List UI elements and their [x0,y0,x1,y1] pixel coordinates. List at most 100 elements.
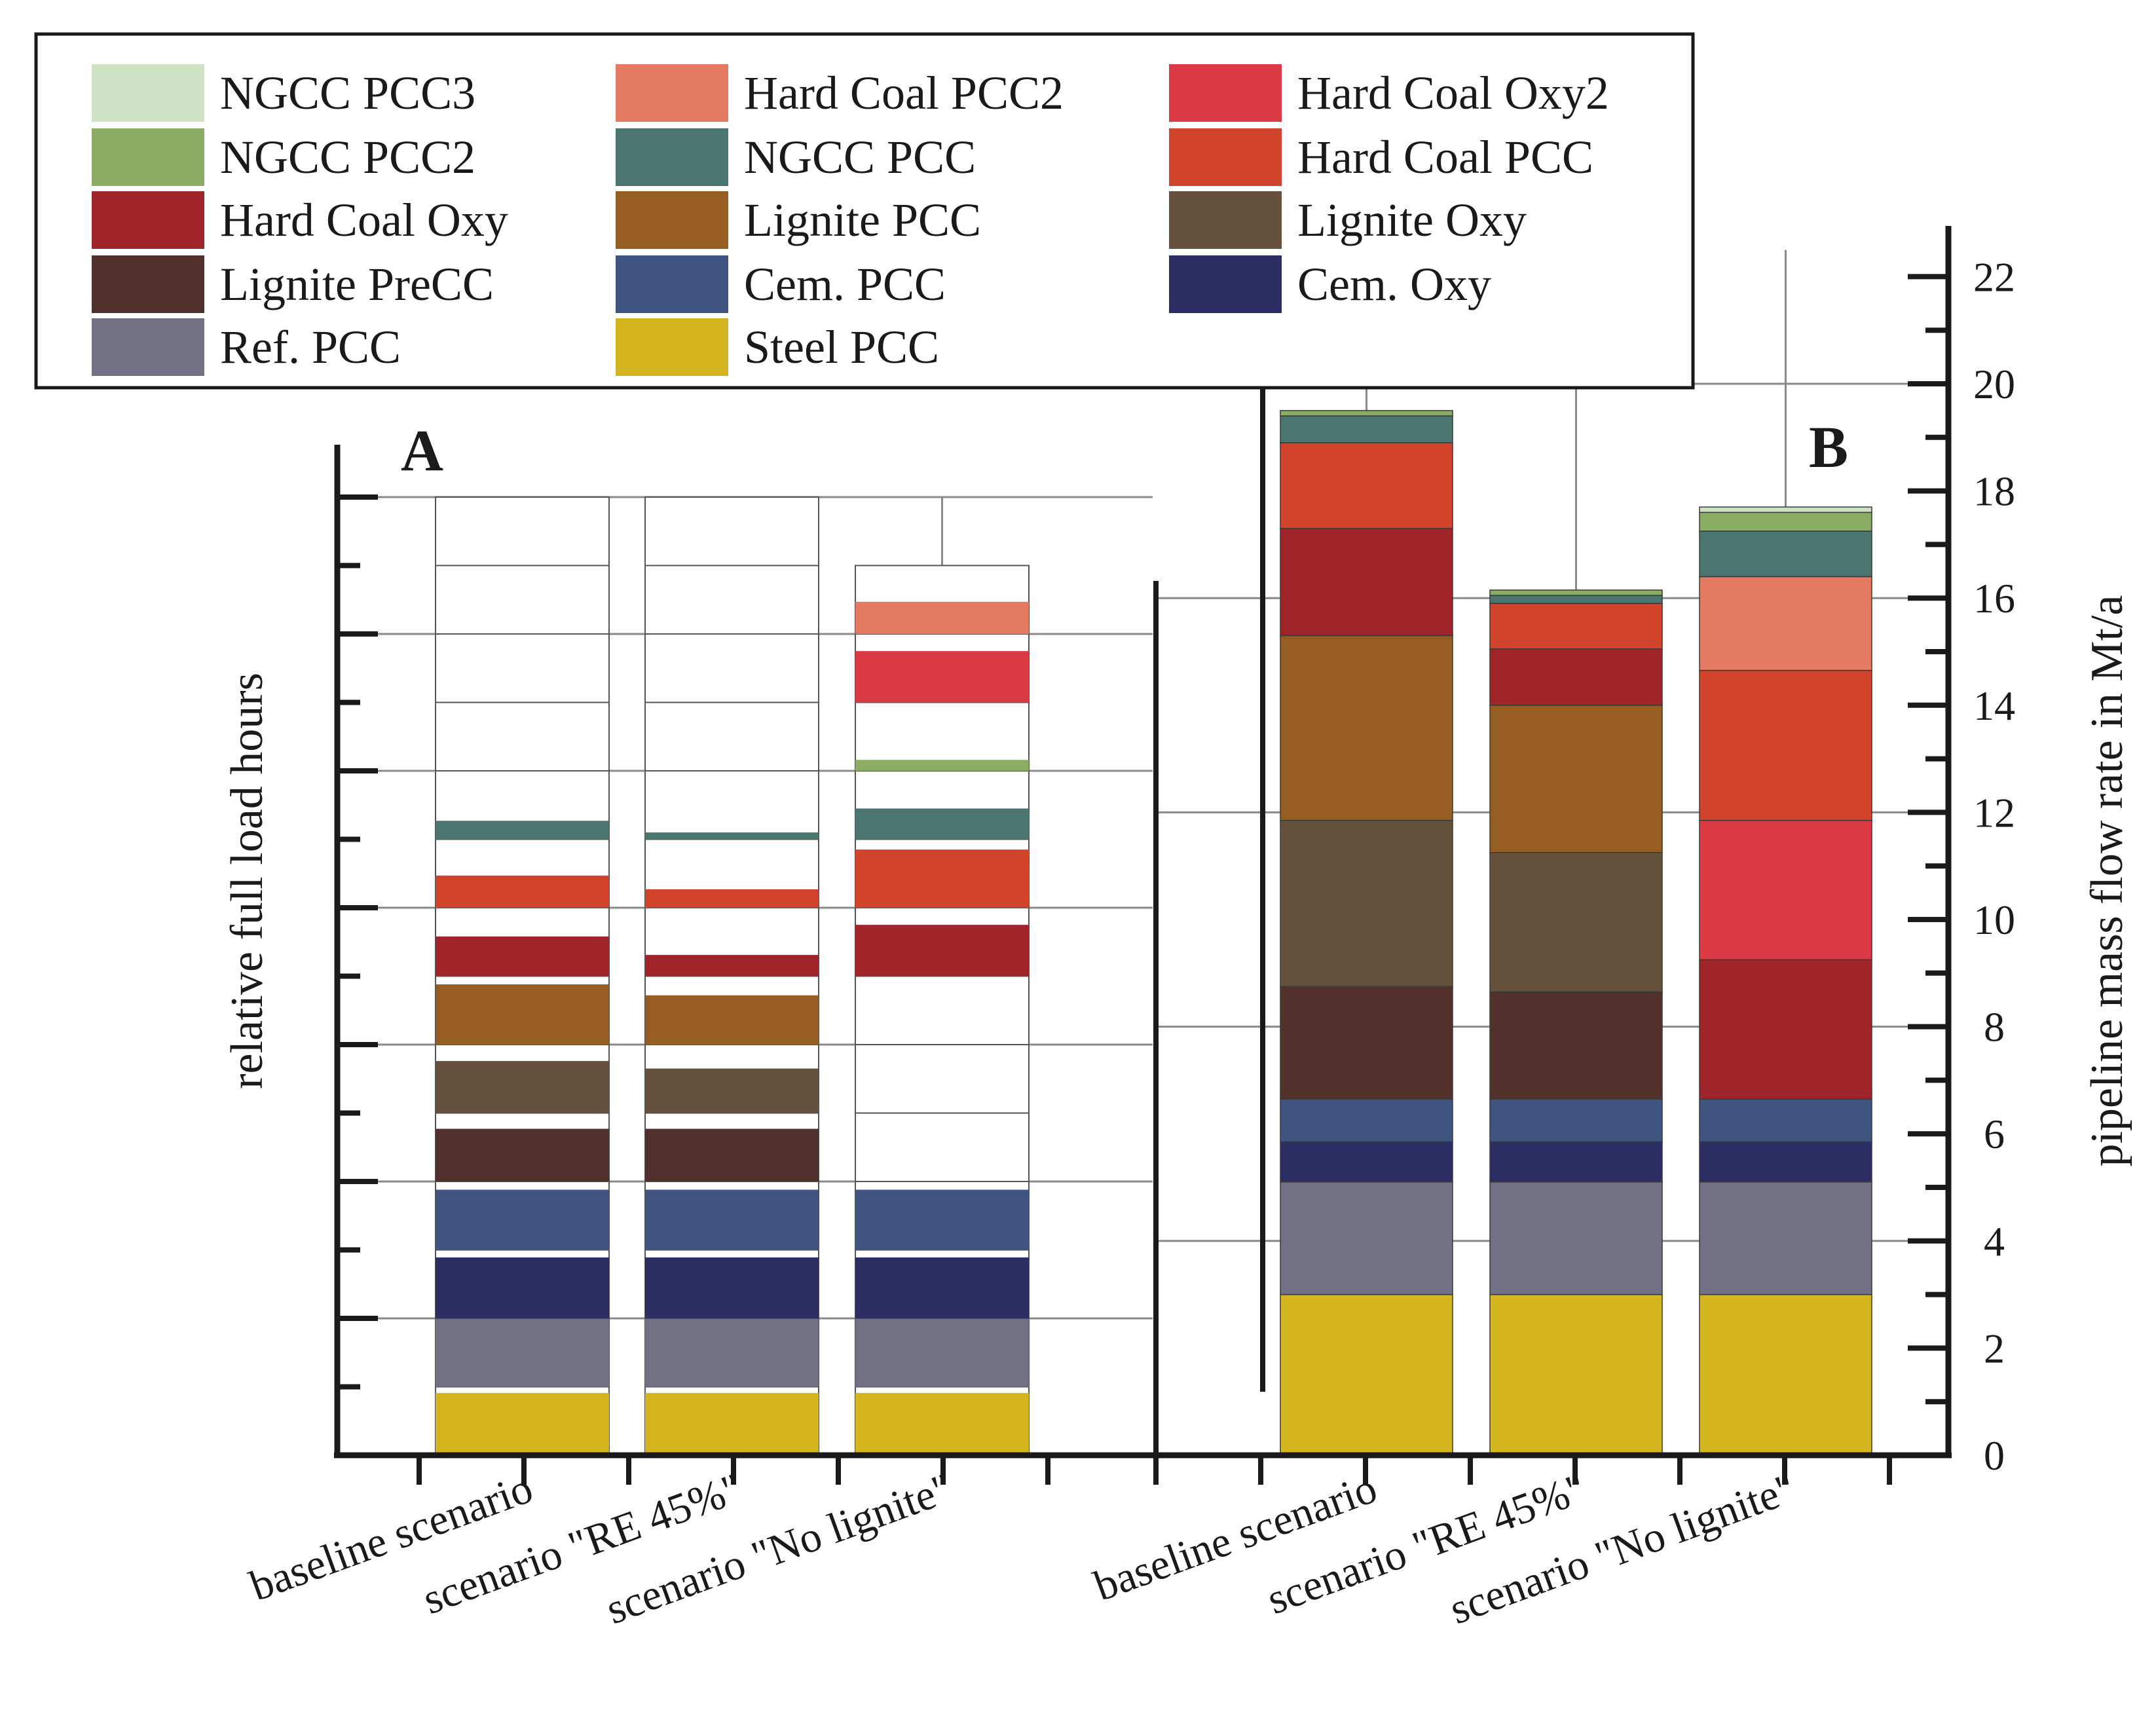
bar-segment [436,875,609,908]
bar-segment [1280,1098,1453,1143]
band-outline [644,633,819,703]
bar-segment [1489,595,1663,604]
band-outline [855,975,1030,1045]
y-tick-label: 20 [1973,361,2015,407]
bar-segment [436,821,609,840]
bar-segment [1280,1141,1453,1183]
y-tick-label: 14 [1973,682,2015,729]
y-tick-label: 2 [1984,1325,2005,1371]
legend-label: Hard Coal Oxy2 [1297,67,1609,119]
bar-segment [855,808,1029,840]
bar-segment [855,1257,1029,1318]
legend-label: Hard Coal Oxy [220,194,508,246]
bar-segment [645,1189,819,1250]
bar-segment [1280,819,1453,988]
legend-swatch [92,128,204,186]
legend-label: NGCC PCC3 [220,67,475,119]
bar-segment [1699,819,1872,961]
bar-segment [1489,705,1663,853]
bar-segment [1699,511,1872,532]
bar-segment [1280,415,1453,443]
legend-swatch [616,128,728,186]
legend-swatch [1169,64,1282,122]
legend-label: Lignite PreCC [220,258,494,310]
legend-swatch [1169,191,1282,249]
bar-segment [645,1392,819,1455]
bar-segment [1489,648,1663,706]
x-tick-label: scenario "No lignite" [600,1464,959,1633]
bar-segment [855,760,1029,771]
bar-segment [1699,669,1872,821]
legend-label: Ref. PCC [220,321,401,373]
legend-label: NGCC PCC2 [220,131,475,183]
y-tick-label: 18 [1973,468,2015,515]
bar-segment [645,1128,819,1181]
legend-label: NGCC PCC [744,131,976,183]
bar-segment [855,601,1029,634]
y-tick-label: 4 [1984,1218,2005,1265]
band-outline [435,565,610,635]
bar-segment [645,995,819,1045]
bar-segment [645,889,819,908]
legend-swatch [616,318,728,376]
band-outline [644,770,819,840]
bar-segment [1699,506,1872,513]
legend-label: Hard Coal PCC2 [744,67,1064,119]
band-outline [435,496,610,567]
y-axis-label-left: relative full load hours [222,673,272,1089]
bar-segment [436,1189,609,1250]
axes [334,226,1952,1485]
bar-segment [855,925,1029,976]
bar-segment [1489,1293,1663,1456]
y-tick-label: 12 [1973,789,2015,836]
bar-segment [1699,1181,1872,1295]
bar-segment [1699,959,1872,1100]
legend-swatch [92,64,204,122]
band-outline [644,565,819,635]
bar-segment [1699,1141,1872,1183]
bar-segment [1489,1141,1663,1183]
bar-segment [1280,635,1453,821]
bar-segment [855,849,1029,908]
bar-segment [1699,1098,1872,1143]
bar-segment [436,1128,609,1181]
bar-segment [1699,530,1872,578]
bar-segment [1489,991,1663,1100]
legend-label: Cem. PCC [744,258,946,310]
legend-swatch [92,255,204,313]
legend-swatch [616,191,728,249]
bar-segment [1280,528,1453,637]
y-tick-label: 0 [1984,1432,2005,1479]
bar-segment [436,984,609,1045]
bar-segment [1489,603,1663,650]
bar-segment [855,651,1029,703]
legend-label: Cem. Oxy [1297,258,1491,310]
y-tick-label: 16 [1973,575,2015,622]
legend: NGCC PCC3 Hard Coal PCC2 Hard Coal Oxy2 NGC… [34,32,1695,390]
bar-segment [1489,852,1663,993]
bar-segment [1280,1181,1453,1295]
bar-segment [436,1061,609,1113]
band-outline [855,1044,1030,1114]
bar-stacks [435,410,1872,1456]
bar-segment [1280,986,1453,1100]
y-tick-label: 8 [1984,1004,2005,1050]
legend-label: Lignite Oxy [1297,194,1527,246]
bar-segment [1699,1293,1872,1456]
panel-a-label: A [401,418,443,483]
bar-segment [645,955,819,976]
legend-label: Hard Coal PCC [1297,131,1593,183]
bar-segment [855,1189,1029,1250]
bar-segment [1280,1293,1453,1456]
legend-box [34,32,1695,390]
band-outline [644,701,819,772]
legend-label: Steel PCC [744,321,939,373]
legend-swatch [1169,255,1282,313]
band-outline [855,1112,1030,1182]
y-axis-label-right: pipeline mass flow rate in Mt/a [2082,595,2132,1167]
bar-segment [1489,1181,1663,1295]
bar-segment [436,1392,609,1455]
x-tick-label: scenario "No lignite" [1443,1464,1802,1633]
bar-segment [645,1318,819,1387]
